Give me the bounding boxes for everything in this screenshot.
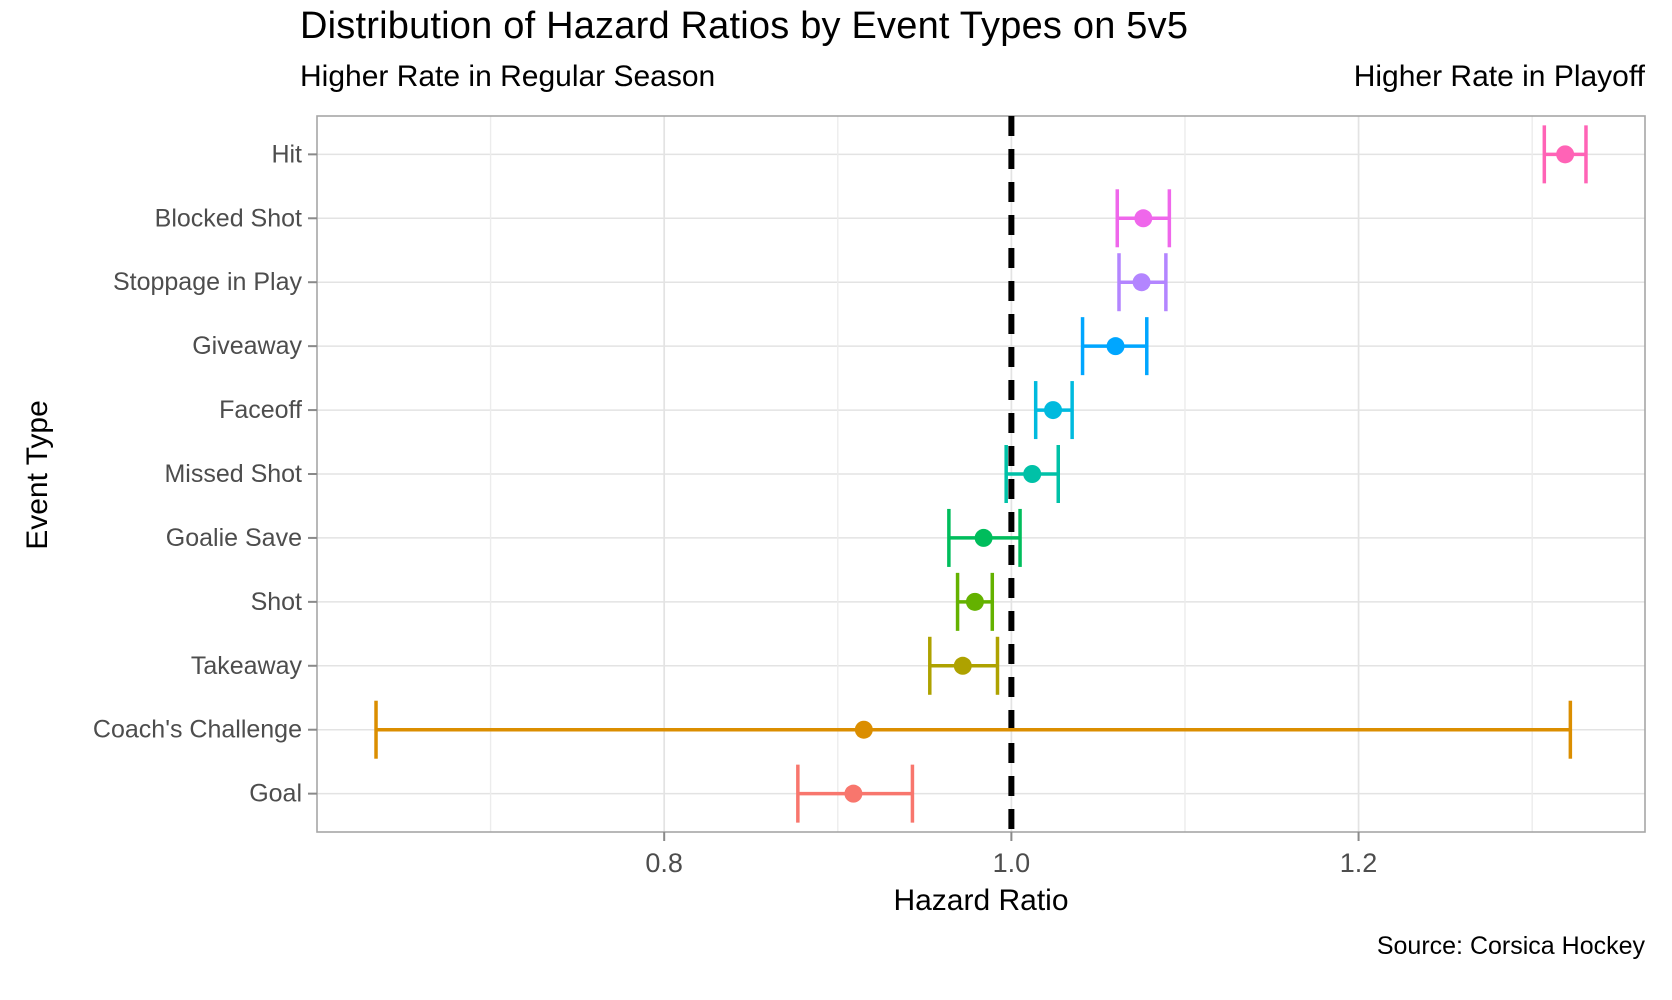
y-tick-label: Stoppage in Play bbox=[113, 268, 303, 296]
data-point bbox=[1023, 465, 1042, 483]
y-tick-label: Shot bbox=[251, 588, 302, 616]
data-point bbox=[1134, 209, 1153, 228]
data-point bbox=[1106, 337, 1125, 356]
y-axis-title: Event Type bbox=[21, 400, 54, 550]
subtitle-regular-season: Higher Rate in Regular Season bbox=[300, 60, 716, 93]
y-tick-label: Goalie Save bbox=[166, 524, 302, 552]
data-point bbox=[953, 656, 972, 675]
data-point bbox=[854, 720, 873, 739]
y-tick-label: Faceoff bbox=[219, 396, 302, 424]
data-point bbox=[974, 528, 993, 547]
x-tick-label: 1.2 bbox=[1340, 848, 1378, 878]
data-point bbox=[965, 592, 984, 611]
x-tick-label: 0.8 bbox=[645, 848, 683, 878]
data-point bbox=[1044, 401, 1063, 420]
data-point bbox=[1556, 145, 1575, 164]
y-tick-label: Hit bbox=[271, 140, 302, 168]
x-axis-title: Hazard Ratio bbox=[893, 884, 1069, 917]
x-tick-label: 1.0 bbox=[993, 848, 1031, 878]
source-caption: Source: Corsica Hockey bbox=[1376, 932, 1645, 960]
y-tick-label: Missed Shot bbox=[164, 460, 302, 488]
y-tick-label: Coach's Challenge bbox=[93, 716, 302, 744]
chart-title: Distribution of Hazard Ratios by Event T… bbox=[300, 5, 1189, 47]
data-point bbox=[1132, 273, 1151, 292]
data-point bbox=[844, 784, 863, 803]
y-tick-label: Giveaway bbox=[192, 332, 302, 360]
subtitle-playoff: Higher Rate in Playoff bbox=[1353, 60, 1645, 93]
y-tick-label: Goal bbox=[249, 780, 302, 808]
y-tick-label: Takeaway bbox=[191, 652, 303, 680]
y-tick-label: Blocked Shot bbox=[155, 204, 302, 232]
